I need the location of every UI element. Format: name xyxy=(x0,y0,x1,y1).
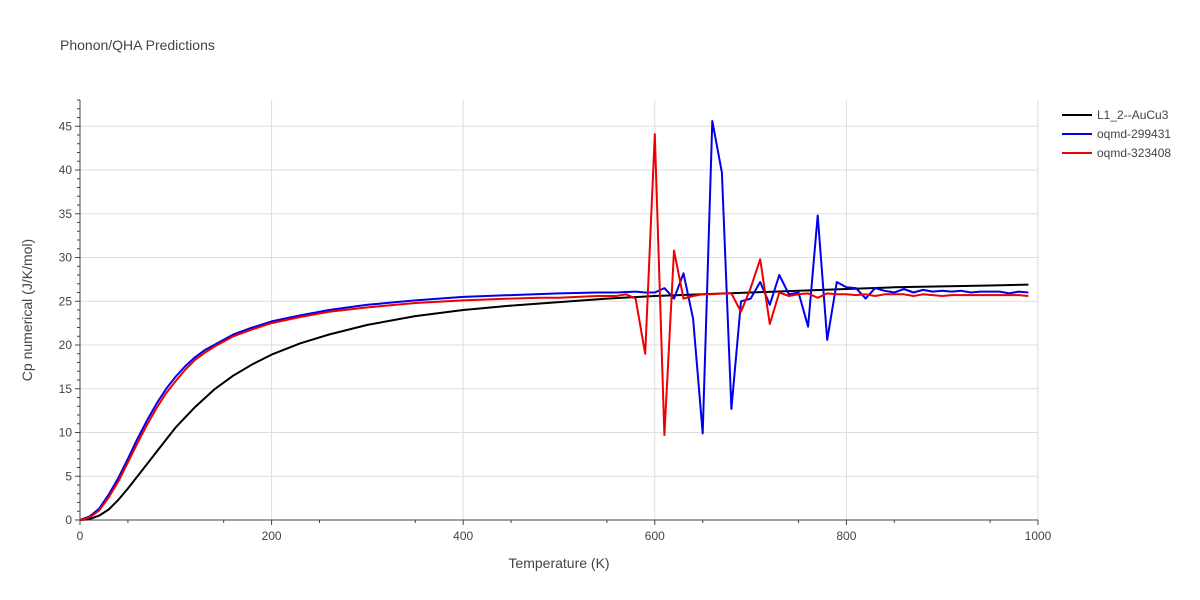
legend-item-2[interactable]: oqmd-299431 xyxy=(1062,127,1171,141)
series-line-2[interactable] xyxy=(79,120,1029,521)
x-tick-label: 400 xyxy=(453,529,473,543)
y-tick-label: 20 xyxy=(59,338,73,352)
y-tick-label: 45 xyxy=(59,119,73,133)
legend-label: oqmd-299431 xyxy=(1097,127,1171,141)
y-tick-label: 0 xyxy=(65,513,72,527)
chart-title: Phonon/QHA Predictions xyxy=(60,37,215,53)
x-tick-label: 800 xyxy=(836,529,856,543)
series-layer xyxy=(79,120,1029,521)
x-tick-label: 200 xyxy=(262,529,282,543)
legend-item-1[interactable]: L1_2--AuCu3 xyxy=(1062,108,1169,122)
y-tick-label: 5 xyxy=(65,469,72,483)
series-line-3[interactable] xyxy=(79,133,1029,521)
x-tick-label: 0 xyxy=(77,529,84,543)
y-tick-label: 25 xyxy=(59,294,73,308)
y-tick-label: 15 xyxy=(59,382,73,396)
x-tick-label: 1000 xyxy=(1025,529,1052,543)
x-tick-label: 600 xyxy=(645,529,665,543)
axes: 0 200 400 600 800 1000 0 5 10 15 20 25 30 35 40 45 xyxy=(59,99,1052,543)
y-tick-label: 30 xyxy=(59,251,73,265)
x-axis-title: Temperature (K) xyxy=(508,555,609,571)
y-tick-label: 10 xyxy=(59,426,73,440)
legend[interactable]: L1_2--AuCu3 oqmd-299431 oqmd-323408 xyxy=(1062,108,1171,160)
legend-label: oqmd-323408 xyxy=(1097,146,1171,160)
y-tick-label: 40 xyxy=(59,163,73,177)
y-axis-title: Cp numerical (J/K/mol) xyxy=(19,239,35,381)
legend-label: L1_2--AuCu3 xyxy=(1097,108,1169,122)
legend-item-3[interactable]: oqmd-323408 xyxy=(1062,146,1171,160)
y-tick-label: 35 xyxy=(59,207,73,221)
